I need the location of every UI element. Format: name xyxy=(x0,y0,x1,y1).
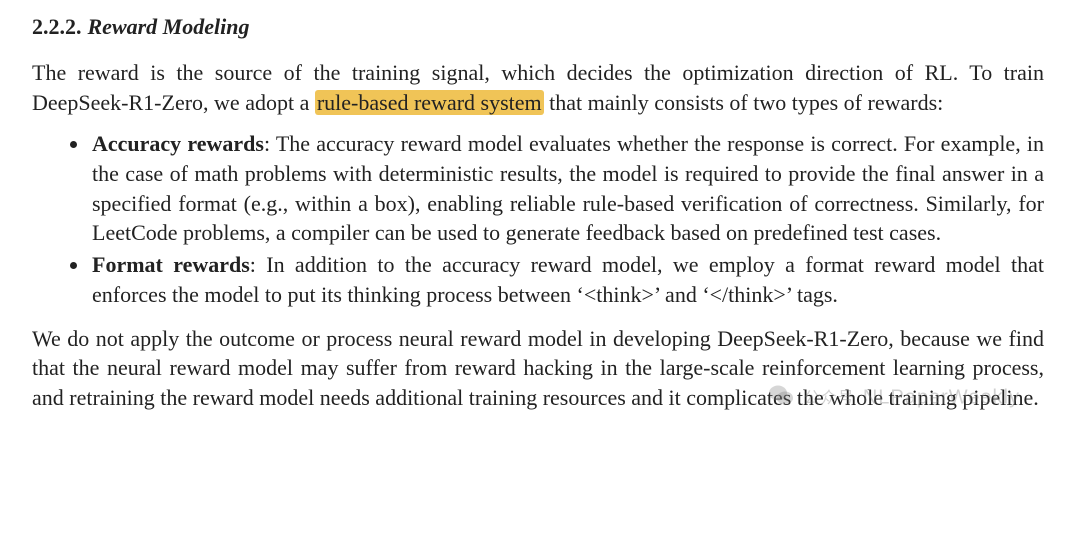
section-number: 2.2.2. xyxy=(32,14,82,39)
paper-section: 2.2.2.Reward Modeling The reward is the … xyxy=(0,0,1080,437)
list-item: Accuracy rewards: The accuracy reward mo… xyxy=(90,129,1044,248)
closing-paragraph: We do not apply the outcome or process n… xyxy=(32,324,1044,413)
highlighted-phrase: rule-based reward system xyxy=(315,90,544,115)
intro-paragraph: The reward is the source of the training… xyxy=(32,58,1044,117)
bullet-label: Format rewards xyxy=(92,252,250,277)
intro-post: that mainly consists of two types of rew… xyxy=(544,90,944,115)
bullet-label: Accuracy rewards xyxy=(92,131,264,156)
list-item: Format rewards: In addition to the accur… xyxy=(90,250,1044,309)
section-heading: 2.2.2.Reward Modeling xyxy=(32,14,1044,40)
rewards-list: Accuracy rewards: The accuracy reward mo… xyxy=(32,129,1044,309)
section-title: Reward Modeling xyxy=(88,14,250,39)
